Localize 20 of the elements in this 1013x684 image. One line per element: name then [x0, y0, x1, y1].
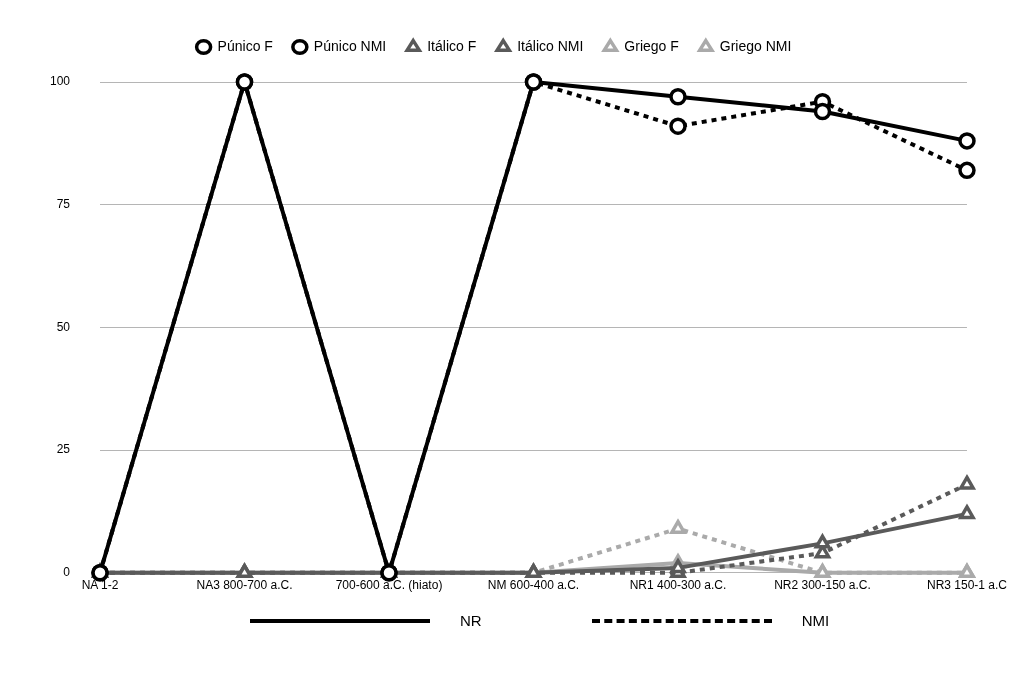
text: NR: [460, 612, 482, 629]
x-tick-label: NM 600-400 a.C.: [487, 578, 580, 593]
x-tick-label: NA 1-2: [81, 578, 119, 593]
legend-label: Itálico NMI: [517, 37, 584, 54]
y-tick-label: 50: [56, 319, 71, 334]
legend-label: Itálico F: [427, 37, 477, 54]
legend-label: Griego NMI: [719, 37, 792, 54]
y-tick-label: 0: [63, 565, 71, 580]
y-tick-label: 25: [56, 442, 71, 457]
y-tick-label: 75: [56, 197, 71, 212]
text: NMI: [801, 612, 830, 629]
x-tick-label: NR2 300-150 a.C.: [774, 578, 871, 593]
x-tick-label: NR3 150-1 a.C: [926, 578, 1008, 593]
x-tick-label: 700-600 a.C. (hiato): [335, 578, 443, 593]
x-tick-label: NA3 800-700 a.C.: [196, 578, 293, 593]
x-tick-label: NR1 400-300 a.C.: [629, 578, 727, 593]
legend-label: Griego F: [624, 37, 679, 54]
legend-label: Púnico NMI: [313, 37, 387, 54]
y-tick-label: 100: [49, 74, 71, 89]
legend-label: Púnico F: [217, 37, 273, 54]
